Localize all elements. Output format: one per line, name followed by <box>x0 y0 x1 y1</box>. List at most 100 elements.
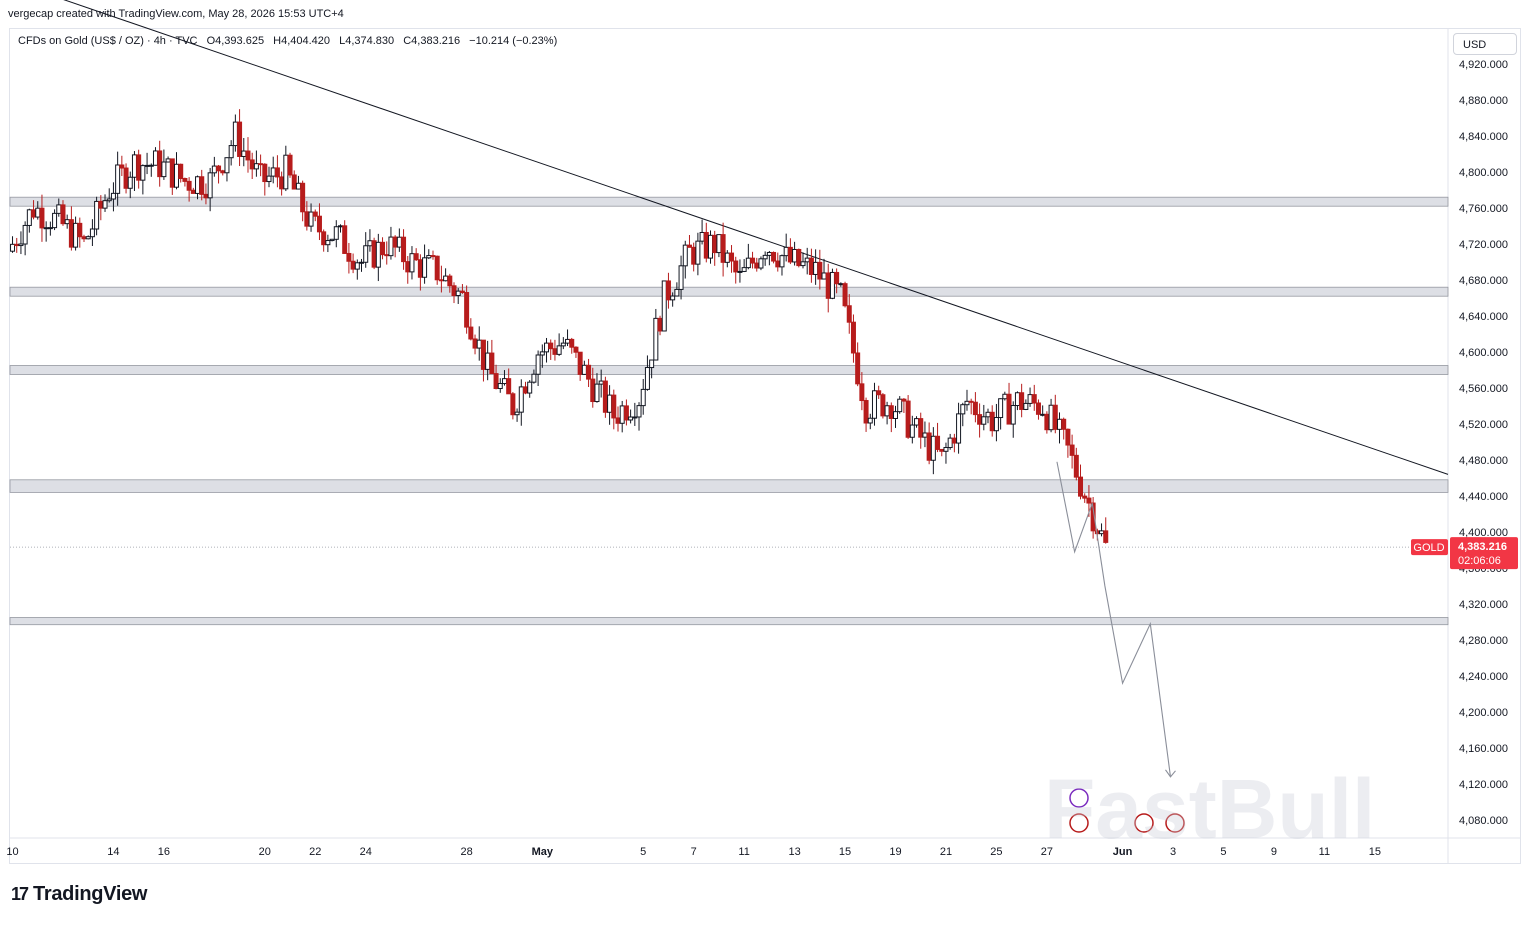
descending-trendline <box>63 0 1449 475</box>
candle-body <box>838 283 844 286</box>
candle-body <box>31 209 37 218</box>
time-axis-label: 13 <box>788 846 800 858</box>
fastbull-watermark: FastBull <box>1044 762 1375 856</box>
candle-body <box>325 240 331 246</box>
candle-body <box>918 418 924 438</box>
candle-body <box>678 265 684 290</box>
candle-body <box>186 180 192 191</box>
candle-body <box>291 174 297 190</box>
candle-body <box>115 164 121 194</box>
candle-body <box>888 405 894 419</box>
price-axis-label: 4,920.000 <box>1459 59 1508 71</box>
candle-body <box>817 261 823 280</box>
legend-symbol[interactable]: CFDs on Gold (US$ / OZ) · 4h · TVC <box>18 35 198 47</box>
candle-body <box>939 448 945 452</box>
legend-low: L4,374.830 <box>339 35 395 47</box>
candle-body <box>274 167 280 178</box>
candle-body <box>741 267 747 272</box>
candle-body <box>422 257 428 278</box>
candle-body <box>1027 394 1033 404</box>
price-axis-label: 4,760.000 <box>1459 203 1508 215</box>
candle-body <box>1069 444 1075 456</box>
candle-body <box>682 244 688 267</box>
candle-body <box>670 295 676 301</box>
time-axis-label: 15 <box>839 846 851 858</box>
legend-high: H4,404.420 <box>273 35 331 47</box>
candle-body <box>623 405 629 421</box>
candle-body <box>859 383 865 402</box>
candle-body <box>1099 530 1105 535</box>
candle-body <box>993 417 999 432</box>
candle-body <box>468 326 474 340</box>
candle-body <box>758 258 764 269</box>
candle-body <box>657 317 663 332</box>
candle-body <box>459 290 465 293</box>
candle-body <box>396 236 402 248</box>
candle-body <box>590 378 596 403</box>
candle-body <box>716 234 722 254</box>
candle-body <box>447 275 453 287</box>
tradingview-brand: TradingView <box>33 883 148 905</box>
candle-body <box>914 418 920 426</box>
candle-body <box>18 243 24 247</box>
candle-body <box>783 246 789 257</box>
projection-arrowhead <box>1165 769 1176 778</box>
candle-body <box>876 390 882 396</box>
candle-body <box>745 257 751 269</box>
price-axis-label: 4,680.000 <box>1459 275 1508 287</box>
candle-body <box>195 176 201 194</box>
price-axis-label: 4,800.000 <box>1459 167 1508 179</box>
candle-body <box>10 243 16 252</box>
candle-body <box>607 394 613 413</box>
chart-frame[interactable] <box>9 28 1521 864</box>
candle-body <box>161 161 167 178</box>
candle-body <box>674 288 680 297</box>
candle-body <box>514 411 520 416</box>
time-axis-label: 14 <box>107 846 119 858</box>
candle-body <box>686 244 692 248</box>
symbol-badge <box>1411 539 1448 556</box>
candle-body <box>165 158 171 163</box>
legend-close: C4,383.216 <box>403 35 461 47</box>
tradingview-logo[interactable]: 17 TradingView <box>11 883 147 906</box>
currency-selector[interactable]: USD <box>1453 33 1517 55</box>
candle-body <box>644 367 650 390</box>
candle-body <box>464 291 470 328</box>
candle-body <box>926 432 932 461</box>
candle-body <box>779 255 785 268</box>
candle-body <box>1002 393 1008 400</box>
candle-body <box>199 176 205 195</box>
candle-body <box>1006 393 1012 425</box>
candle-body <box>169 158 175 188</box>
candle-body <box>867 417 873 424</box>
candle-body <box>52 212 58 229</box>
candle-body <box>586 364 592 380</box>
candle-body <box>577 351 583 375</box>
candle-body <box>110 192 116 200</box>
candle-body <box>834 271 840 285</box>
candle-body <box>804 257 810 263</box>
price-axis-label: 4,280.000 <box>1459 635 1508 647</box>
candle-body <box>216 165 222 172</box>
lightning-event-icon <box>1069 788 1089 808</box>
time-axis-label: 24 <box>360 846 372 858</box>
candle-body <box>211 165 217 174</box>
price-axis-label: 4,600.000 <box>1459 347 1508 359</box>
candle-body <box>695 240 701 265</box>
candle-body <box>455 290 461 297</box>
candle-body <box>1044 413 1050 431</box>
candle-body <box>98 200 104 209</box>
time-axis-label: 7 <box>691 846 697 858</box>
candle-body <box>304 211 310 227</box>
candle-body <box>518 386 524 413</box>
candle-body <box>556 345 562 355</box>
symbol-legend[interactable]: CFDs on Gold (US$ / OZ) · 4h · TVC O4,39… <box>18 35 563 47</box>
candle-body <box>548 342 554 350</box>
candle-body <box>64 219 70 225</box>
candle-body <box>619 405 625 424</box>
time-axis-label: 27 <box>1041 846 1053 858</box>
candle-body <box>258 163 264 166</box>
candle-body <box>77 222 83 238</box>
time-axis-label: 20 <box>259 846 271 858</box>
